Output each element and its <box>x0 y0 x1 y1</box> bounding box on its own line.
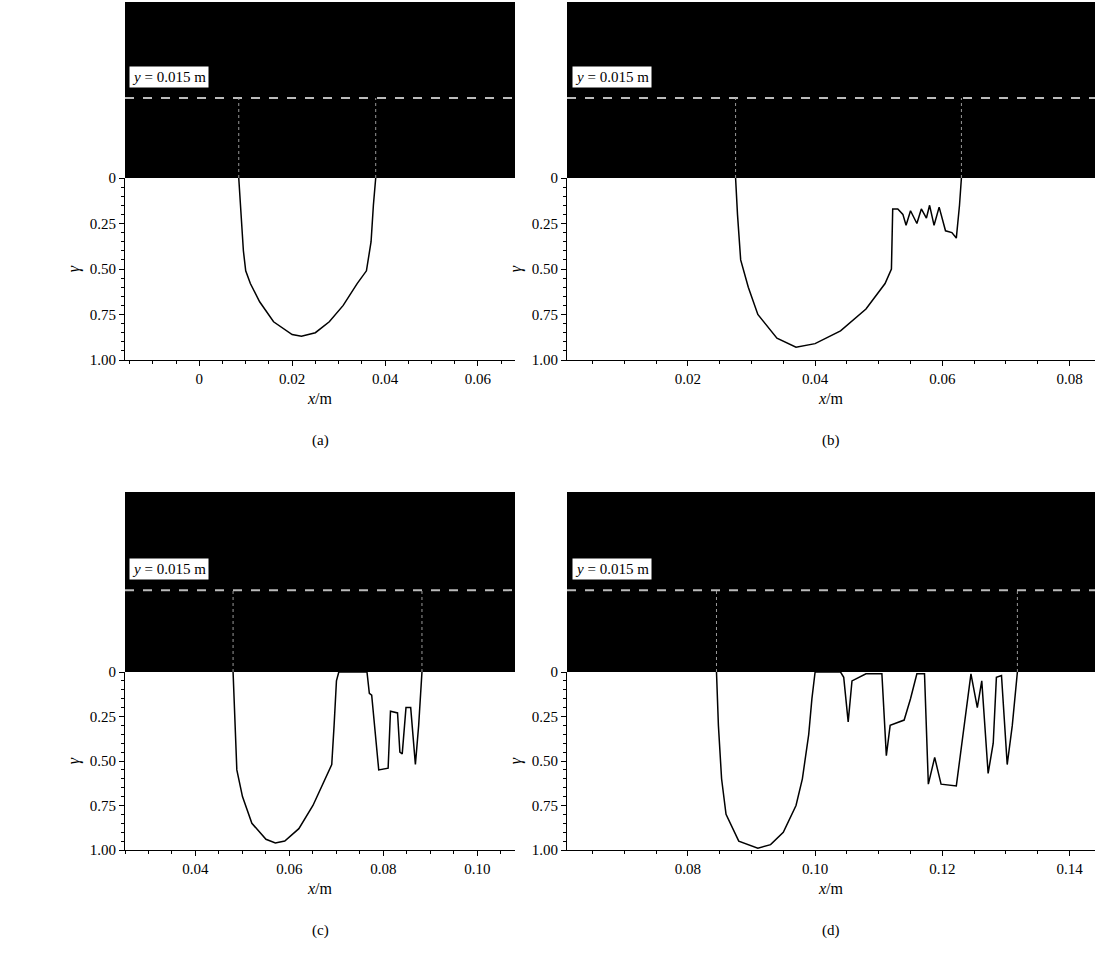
svg-text:0.14: 0.14 <box>1056 861 1083 877</box>
svg-text:0.25: 0.25 <box>532 709 558 725</box>
svg-text:0: 0 <box>551 170 559 186</box>
svg-text:0.12: 0.12 <box>929 861 955 877</box>
svg-text:x/m: x/m <box>818 880 844 897</box>
svg-text:0.04: 0.04 <box>372 371 399 387</box>
svg-text:0.50: 0.50 <box>532 261 558 277</box>
svg-text:0.04: 0.04 <box>182 861 209 877</box>
svg-text:1.00: 1.00 <box>532 352 558 368</box>
svg-text:(c): (c) <box>312 922 329 939</box>
svg-text:0: 0 <box>109 664 117 680</box>
svg-text:γ: γ <box>507 265 525 272</box>
svg-text:0.10: 0.10 <box>802 861 828 877</box>
svg-text:(a): (a) <box>312 432 329 449</box>
svg-text:0.75: 0.75 <box>532 307 558 323</box>
svg-text:0.08: 0.08 <box>370 861 396 877</box>
svg-text:0.75: 0.75 <box>532 798 558 814</box>
svg-text:0.08: 0.08 <box>675 861 701 877</box>
svg-text:0.04: 0.04 <box>802 371 829 387</box>
svg-text:y = 0.015 m: y = 0.015 m <box>132 69 206 85</box>
svg-text:0.25: 0.25 <box>90 216 116 232</box>
svg-text:0.75: 0.75 <box>90 798 116 814</box>
svg-text:0.10: 0.10 <box>464 861 490 877</box>
svg-text:0.02: 0.02 <box>279 371 305 387</box>
svg-text:0.06: 0.06 <box>276 861 303 877</box>
svg-text:0.75: 0.75 <box>90 307 116 323</box>
svg-text:0.50: 0.50 <box>90 753 116 769</box>
svg-text:0: 0 <box>196 371 204 387</box>
svg-text:1.00: 1.00 <box>532 842 558 858</box>
svg-text:(b): (b) <box>822 432 840 449</box>
svg-text:x/m: x/m <box>307 880 333 897</box>
svg-text:1.00: 1.00 <box>90 352 116 368</box>
svg-text:1.00: 1.00 <box>90 842 116 858</box>
svg-text:y = 0.015 m: y = 0.015 m <box>132 561 206 577</box>
svg-text:(d): (d) <box>822 922 840 939</box>
svg-text:x/m: x/m <box>818 390 844 407</box>
svg-text:0: 0 <box>551 664 559 680</box>
svg-text:y = 0.015 m: y = 0.015 m <box>575 561 649 577</box>
svg-text:0.25: 0.25 <box>532 216 558 232</box>
svg-text:0.50: 0.50 <box>90 261 116 277</box>
svg-text:γ: γ <box>65 265 83 272</box>
svg-text:0.06: 0.06 <box>465 371 492 387</box>
svg-text:x/m: x/m <box>307 390 333 407</box>
svg-text:0.50: 0.50 <box>532 753 558 769</box>
svg-text:y = 0.015 m: y = 0.015 m <box>575 69 649 85</box>
svg-text:γ: γ <box>65 757 83 764</box>
svg-text:γ: γ <box>507 757 525 764</box>
svg-text:0.08: 0.08 <box>1056 371 1082 387</box>
svg-text:0.02: 0.02 <box>675 371 701 387</box>
svg-text:0: 0 <box>109 170 117 186</box>
svg-text:0.25: 0.25 <box>90 709 116 725</box>
svg-text:0.06: 0.06 <box>929 371 956 387</box>
